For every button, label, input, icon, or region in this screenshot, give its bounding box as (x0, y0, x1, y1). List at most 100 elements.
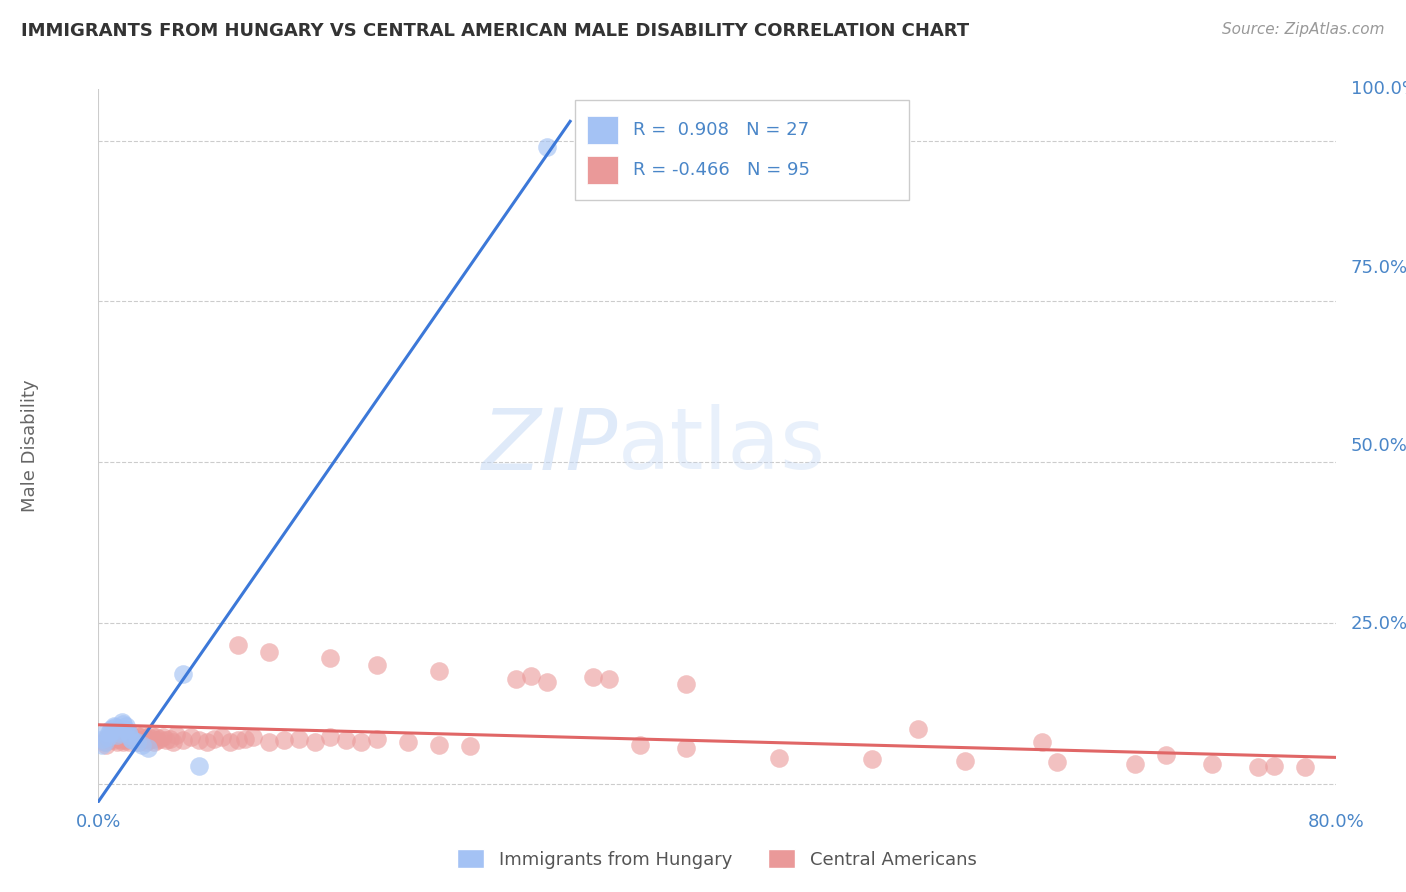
Point (257, 735, 280, 749)
Point (1046, 756, 1069, 770)
Point (396, 735, 419, 749)
Point (93, 735, 115, 749)
Point (188, 732, 211, 747)
Point (233, 731, 257, 746)
Point (117, 730, 139, 744)
Point (427, 738, 450, 752)
Point (304, 735, 326, 749)
Point (149, 731, 172, 746)
Text: Male Disability: Male Disability (21, 380, 39, 512)
Point (103, 725, 125, 739)
Point (1247, 760, 1270, 774)
Point (124, 728, 146, 742)
Point (112, 717, 135, 731)
Point (111, 726, 132, 740)
Point (136, 730, 159, 744)
Point (117, 725, 139, 739)
Point (120, 731, 142, 746)
Point (115, 719, 138, 733)
Text: IMMIGRANTS FROM HUNGARY VS CENTRAL AMERICAN MALE DISABILITY CORRELATION CHART: IMMIGRANTS FROM HUNGARY VS CENTRAL AMERI… (21, 22, 969, 40)
Point (100, 722, 122, 736)
FancyBboxPatch shape (588, 116, 619, 145)
Point (131, 738, 153, 752)
Point (120, 731, 142, 746)
Point (273, 732, 295, 747)
Text: ZIP: ZIP (482, 404, 619, 488)
Point (115, 732, 138, 747)
Point (139, 728, 162, 742)
Point (505, 673, 527, 687)
Point (134, 731, 156, 746)
Point (136, 741, 159, 756)
Point (350, 735, 373, 749)
Point (104, 730, 127, 744)
Point (226, 732, 249, 747)
Point (907, 722, 929, 736)
Point (152, 730, 174, 744)
Point (101, 731, 124, 746)
Point (195, 735, 218, 749)
Point (520, 668, 543, 682)
Text: R =  0.908   N = 27: R = 0.908 N = 27 (633, 121, 808, 139)
Point (1123, 756, 1146, 771)
Point (536, 140, 558, 154)
Point (127, 731, 149, 746)
Point (165, 728, 187, 742)
Point (1263, 758, 1285, 772)
Point (98, 726, 121, 740)
Point (141, 731, 165, 746)
Point (860, 752, 883, 766)
Point (335, 732, 357, 747)
Point (188, 758, 211, 772)
Legend: Immigrants from Hungary, Central Americans: Immigrants from Hungary, Central America… (450, 842, 984, 876)
Point (768, 751, 790, 765)
Point (96, 731, 118, 746)
Text: 25.0%: 25.0% (1351, 615, 1406, 633)
Point (1294, 760, 1316, 774)
Point (107, 726, 129, 740)
Point (104, 720, 127, 734)
FancyBboxPatch shape (575, 100, 908, 200)
FancyBboxPatch shape (588, 155, 619, 184)
Point (1154, 747, 1177, 762)
Point (675, 677, 697, 691)
Text: 75.0%: 75.0% (1351, 259, 1406, 277)
Point (107, 731, 129, 746)
Point (598, 673, 620, 687)
Point (114, 722, 136, 736)
Point (159, 731, 181, 746)
Point (118, 735, 141, 749)
Point (226, 638, 249, 652)
Text: R = -0.466   N = 95: R = -0.466 N = 95 (633, 161, 810, 178)
Point (90, 738, 112, 752)
Point (105, 728, 128, 742)
Text: Source: ZipAtlas.com: Source: ZipAtlas.com (1222, 22, 1385, 37)
Point (118, 726, 141, 740)
Point (135, 735, 157, 749)
Point (112, 730, 135, 744)
Point (143, 735, 166, 749)
Point (127, 735, 149, 749)
Point (105, 726, 128, 740)
Point (108, 723, 131, 738)
Point (100, 728, 122, 742)
Point (675, 741, 697, 756)
Point (146, 732, 169, 747)
Point (121, 732, 143, 747)
Point (96, 738, 118, 752)
Point (242, 730, 264, 744)
Text: atlas: atlas (619, 404, 827, 488)
Point (96, 725, 118, 739)
Point (129, 730, 152, 744)
Point (93, 735, 115, 749)
Point (132, 728, 155, 742)
Text: 100.0%: 100.0% (1351, 80, 1406, 98)
Point (128, 735, 150, 749)
Point (628, 738, 651, 752)
Point (108, 728, 131, 742)
Point (101, 723, 124, 738)
Point (131, 732, 153, 747)
Point (1031, 735, 1053, 749)
Point (115, 728, 138, 742)
Point (319, 651, 342, 665)
